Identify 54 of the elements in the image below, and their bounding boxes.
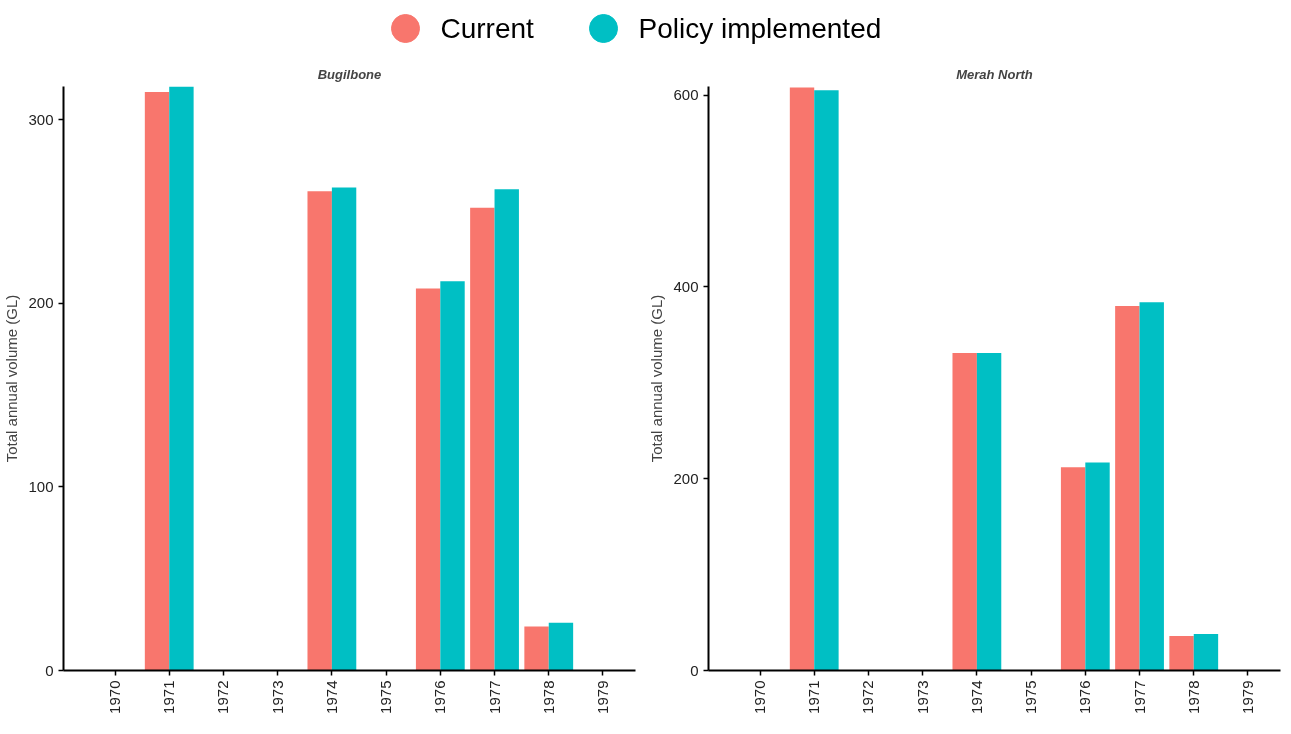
x-tick-label: 1974 (322, 680, 340, 714)
bar (952, 353, 977, 671)
bar (814, 90, 839, 671)
x-tick-label: 1972 (859, 680, 877, 714)
legend-label: Current (440, 13, 535, 44)
x-tick-label: 1976 (1076, 680, 1094, 714)
chart-title: Bugilbone (317, 66, 382, 82)
y-tick-label: 600 (673, 86, 699, 104)
bar (1193, 634, 1219, 671)
x-tick-label: 1972 (214, 680, 232, 714)
x-tick-label: 1979 (1238, 680, 1256, 714)
x-tick-label: 1978 (539, 680, 557, 714)
x-tick-label: 1979 (593, 680, 611, 714)
bar (1115, 306, 1140, 671)
bar (331, 187, 357, 671)
bar (307, 191, 332, 671)
bar (1169, 635, 1194, 671)
y-tick-label: 200 (673, 469, 699, 487)
y-axis-title: Total annual volume (GL) (648, 294, 666, 463)
x-tick-label: 1970 (751, 680, 769, 714)
bar (144, 92, 170, 671)
bar (494, 189, 519, 671)
legend-label: Policy implemented (638, 13, 882, 44)
x-tick-label: 1971 (805, 680, 823, 714)
bar (524, 626, 549, 671)
y-tick-label: 0 (690, 661, 699, 679)
x-tick-label: 1977 (485, 680, 503, 714)
x-tick-label: 1977 (1130, 680, 1148, 714)
bar (1085, 462, 1110, 671)
y-axis-title: Total annual volume (GL) (3, 294, 21, 463)
chart-title: Merah North (956, 66, 1033, 82)
bar (548, 622, 574, 671)
y-tick-label: 400 (673, 277, 699, 295)
y-tick-label: 100 (28, 477, 54, 495)
x-tick-label: 1976 (431, 680, 449, 714)
y-tick-label: 200 (28, 294, 54, 312)
bar (169, 86, 194, 671)
bar (415, 288, 441, 671)
x-tick-label: 1975 (1022, 680, 1040, 714)
y-tick-label: 300 (28, 110, 54, 128)
y-tick-label: 0 (45, 661, 54, 679)
x-tick-label: 1978 (1184, 680, 1202, 714)
x-tick-label: 1973 (913, 680, 931, 714)
bar (789, 87, 815, 671)
bar (1060, 467, 1086, 671)
bar (1139, 302, 1164, 671)
x-tick-label: 1975 (377, 680, 395, 714)
x-tick-label: 1973 (268, 680, 286, 714)
bar (976, 353, 1002, 671)
x-tick-label: 1974 (967, 680, 985, 714)
x-tick-label: 1970 (106, 680, 124, 714)
bar (440, 281, 465, 671)
x-tick-label: 1971 (160, 680, 178, 714)
bar (470, 207, 495, 671)
